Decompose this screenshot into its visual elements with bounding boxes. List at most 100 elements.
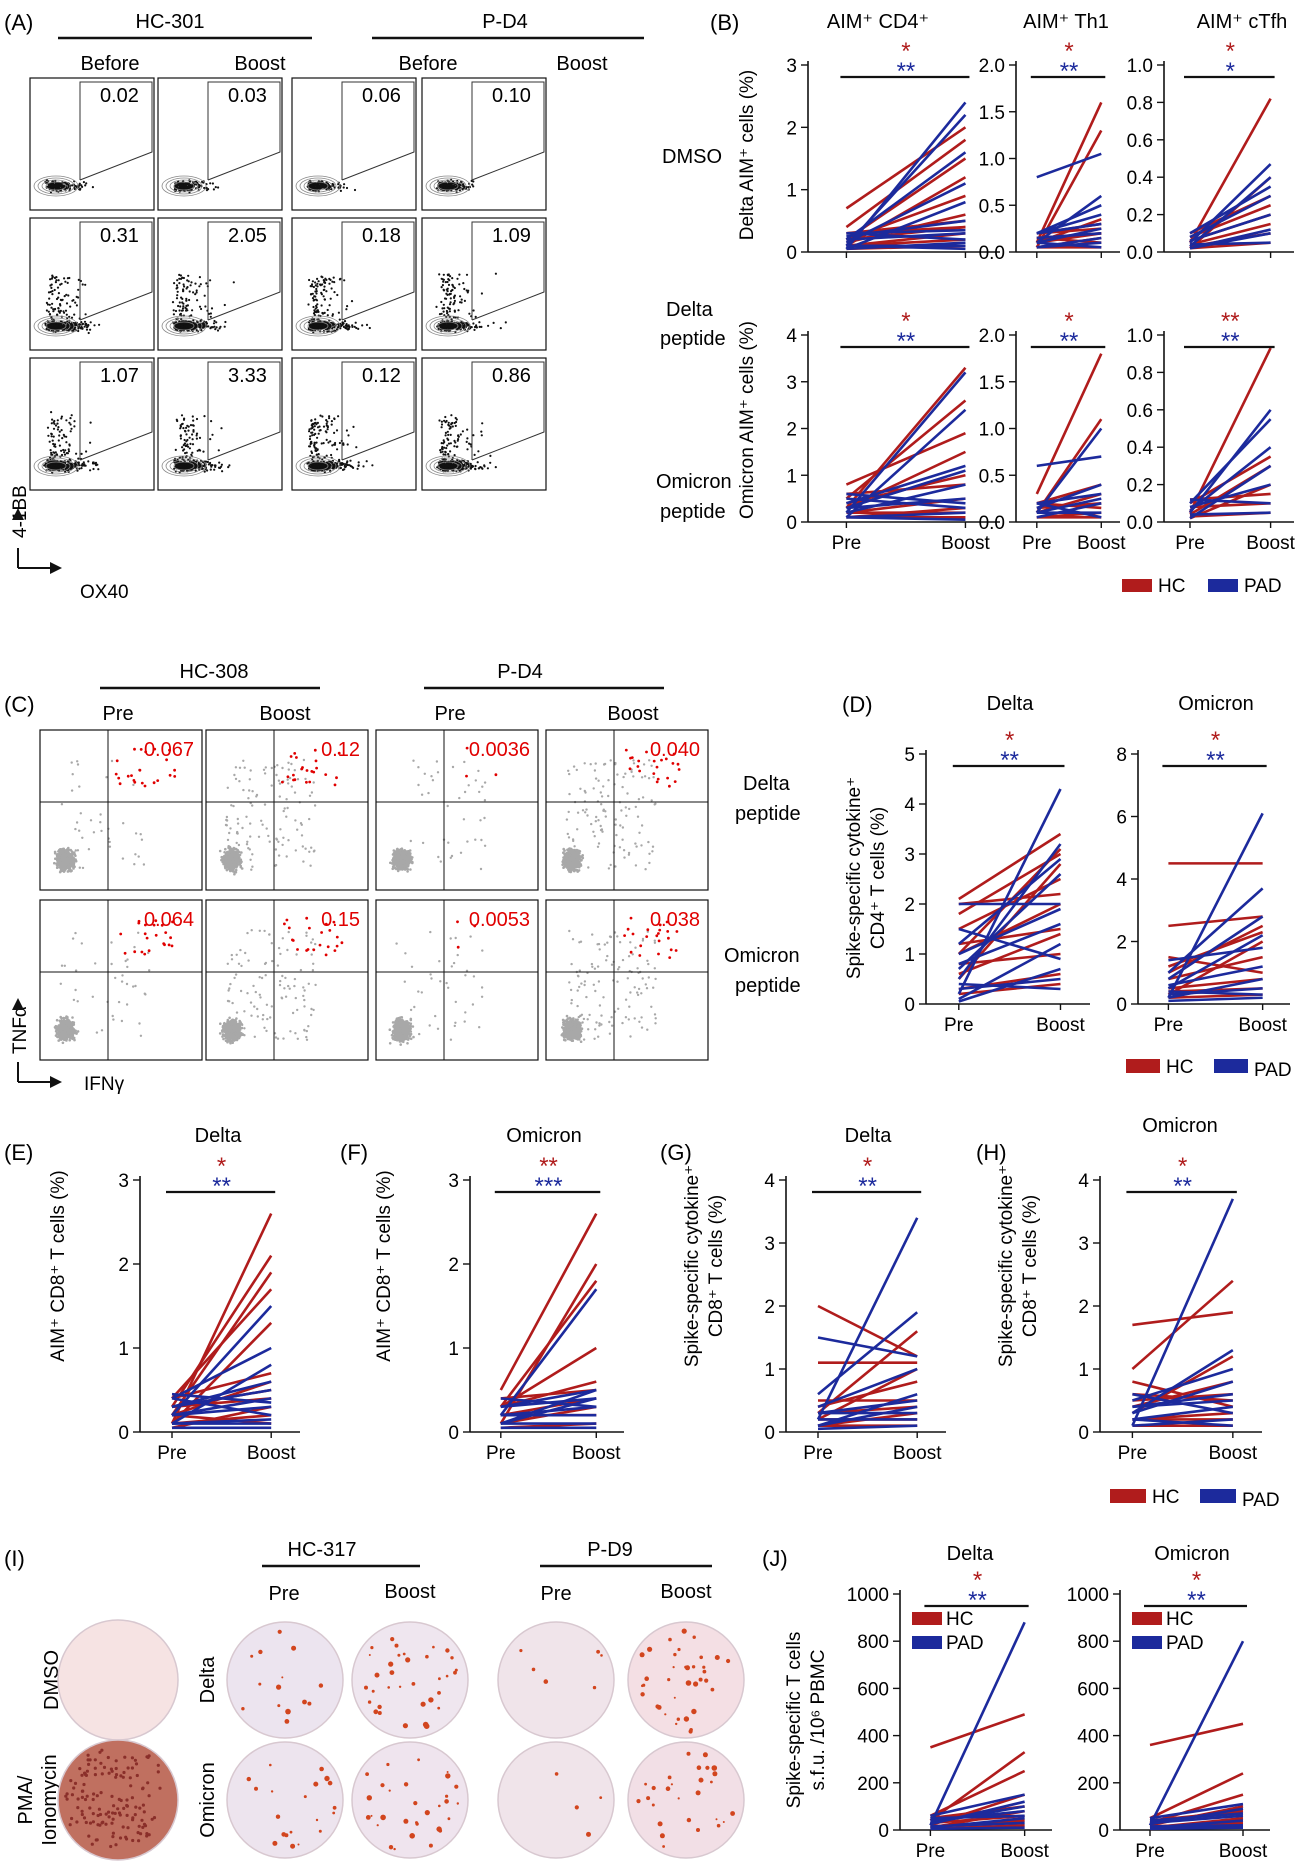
series-line-hc — [845, 126, 967, 210]
series-line-pad — [929, 1621, 1026, 1826]
series-line-pad — [1036, 492, 1102, 505]
panel-g: (G) Delta Spike-specific cytokine⁺ CD8⁺ … — [660, 1125, 892, 1367]
panel-label-f: (F) — [340, 1140, 368, 1165]
series-line-pad — [845, 371, 967, 514]
legend-swatch-hc — [1122, 579, 1152, 592]
series-line-pad — [930, 1826, 1025, 1831]
tick-label: 4 — [1078, 1171, 1089, 1192]
tick-label: 0 — [878, 1821, 889, 1842]
tick-label: Boost — [1238, 1015, 1287, 1036]
tick-label: 3 — [118, 1171, 129, 1192]
elispot-well — [226, 1741, 344, 1859]
tick-label: 2 — [118, 1255, 129, 1276]
flow-plot-grid-a: 0.02 0.03 0.06 0.10 0.31 2.05 0.18 1.09 1.07 3.33… — [29, 77, 547, 491]
legend-j: HC PAD — [1132, 1609, 1204, 1654]
chart-title-f: Omicron — [506, 1125, 582, 1147]
legend-swatch-pad — [1200, 1489, 1236, 1503]
tick-label: 4 — [1116, 870, 1127, 891]
gate-percentage: 0.12 — [362, 365, 401, 387]
series-line-pad — [1036, 222, 1102, 235]
row-label-a-4: Omicron — [656, 471, 732, 493]
line-chart: 0 2 4 6 8 Pre Boost *** — [1116, 727, 1290, 1036]
series-line-pad — [1131, 1348, 1234, 1415]
flow-plot: 1.09 — [421, 217, 547, 351]
series-line-pad — [817, 1399, 918, 1415]
gate-percentage: 0.86 — [492, 365, 531, 387]
gate-percentage: 0.31 — [100, 225, 139, 247]
axis-label-h-2: CD8⁺ T cells (%) — [1020, 1195, 1041, 1337]
panel-label-g: (G) — [660, 1140, 692, 1165]
tick-label: 1 — [448, 1339, 459, 1360]
series-line-pad — [1168, 977, 1263, 1000]
chart-title-j-2: Omicron — [1154, 1543, 1230, 1565]
row-label-c-2: peptide — [735, 803, 801, 825]
series-line-pad — [958, 967, 1061, 1003]
quadrant-percentage: 0.12 — [321, 739, 360, 761]
line-chart: 0 1 2 3 4 5 Pre Boost *** — [904, 727, 1090, 1036]
legend-b: HC PAD — [1122, 576, 1282, 597]
tick-label: 200 — [1077, 1774, 1109, 1795]
series-line-pad — [846, 464, 966, 505]
series-line-pad — [1189, 185, 1272, 235]
tick-label: 0.0 — [1127, 513, 1153, 534]
series-line-pad — [1132, 1380, 1234, 1415]
series-line-pad — [846, 244, 966, 251]
series-line-hc — [958, 892, 1061, 906]
legend-label-pad: PAD — [1244, 576, 1282, 597]
series-line-pad — [1189, 483, 1271, 509]
elispot-well — [497, 1621, 615, 1739]
flow-plot: 0.02 — [29, 77, 155, 211]
tick-label: 0 — [764, 1423, 775, 1444]
series-line-hc — [1189, 222, 1271, 246]
elispot-well — [627, 1741, 745, 1859]
legend-swatch-pad — [1208, 579, 1238, 592]
line-chart: 0 200 400 600 800 1000 Pre Boost *** — [847, 1567, 1052, 1862]
row-label-i-dmso: DMSO — [41, 1650, 63, 1710]
quadrant-percentage: 0.038 — [650, 909, 700, 931]
series-line-pad — [1036, 502, 1102, 519]
chart-title-d-2: Omicron — [1178, 693, 1254, 715]
tick-label: 0 — [1098, 1821, 1109, 1842]
series-line-hc — [1035, 353, 1103, 495]
row-label-a-3: peptide — [660, 328, 726, 350]
series-line-hc — [1131, 1279, 1234, 1370]
tick-label: 0.6 — [1127, 131, 1153, 152]
legend-label-hc: HC — [1166, 1609, 1193, 1630]
series-line-pad — [846, 516, 966, 521]
series-line-hc — [171, 1371, 272, 1400]
series-line-hc — [958, 832, 1062, 901]
tick-label: 800 — [857, 1632, 889, 1653]
quadrant-percentage: 0.0036 — [469, 739, 530, 761]
axis-label-a-x: OX40 — [80, 582, 129, 603]
panel-i: (I) HC-317 P-D9 Pre Boost Pre Boost DMSO… — [4, 1539, 745, 1861]
line-chart: 0 1 2 3 4 Pre Boost *** — [764, 1153, 946, 1464]
tick-label: Boost — [1036, 1015, 1085, 1036]
legend-swatch-hc — [1110, 1489, 1146, 1503]
column-label-a-4: Boost — [556, 53, 608, 75]
axis-label-e: AIM⁺ CD8⁺ T cells (%) — [48, 1170, 69, 1361]
tick-label: Pre — [1118, 1443, 1148, 1464]
flow-plot: 1.07 — [29, 357, 155, 491]
significance-pad: ** — [1206, 747, 1225, 774]
tick-label: 0.4 — [1127, 438, 1154, 459]
flow-plot: 2.05 — [157, 217, 283, 351]
group-label-c-1: HC-308 — [180, 661, 249, 683]
line-chart: 0.0 0.2 0.4 0.6 0.8 1.0 ** — [1127, 38, 1294, 264]
tick-label: Boost — [572, 1443, 621, 1464]
significance-hc: * — [1064, 38, 1073, 65]
series-line-hc — [499, 1212, 598, 1391]
series-line-pad — [1167, 812, 1264, 999]
series-line-pad — [958, 907, 1062, 956]
series-line-pad — [500, 1397, 597, 1425]
tick-label: Boost — [941, 533, 990, 554]
panel-b: (B) AIM⁺ CD4⁺ AIM⁺ Th1 AIM⁺ cTfh Delta A… — [710, 10, 1287, 597]
panel-f: (F) Omicron AIM⁺ CD8⁺ T cells (%) — [340, 1125, 582, 1362]
significance-hc: * — [217, 1153, 226, 1180]
legend-label-hc: HC — [1158, 576, 1185, 597]
legend-swatch-pad — [1132, 1636, 1162, 1649]
line-chart: 0.0 0.2 0.4 0.6 0.8 1.0 Pre Boost **** — [1127, 308, 1296, 554]
series-line-pad — [1036, 152, 1102, 179]
panel-label-j: (J) — [762, 1546, 788, 1571]
tick-label: 0.0 — [1127, 243, 1153, 264]
chart-title-e: Delta — [195, 1125, 243, 1147]
